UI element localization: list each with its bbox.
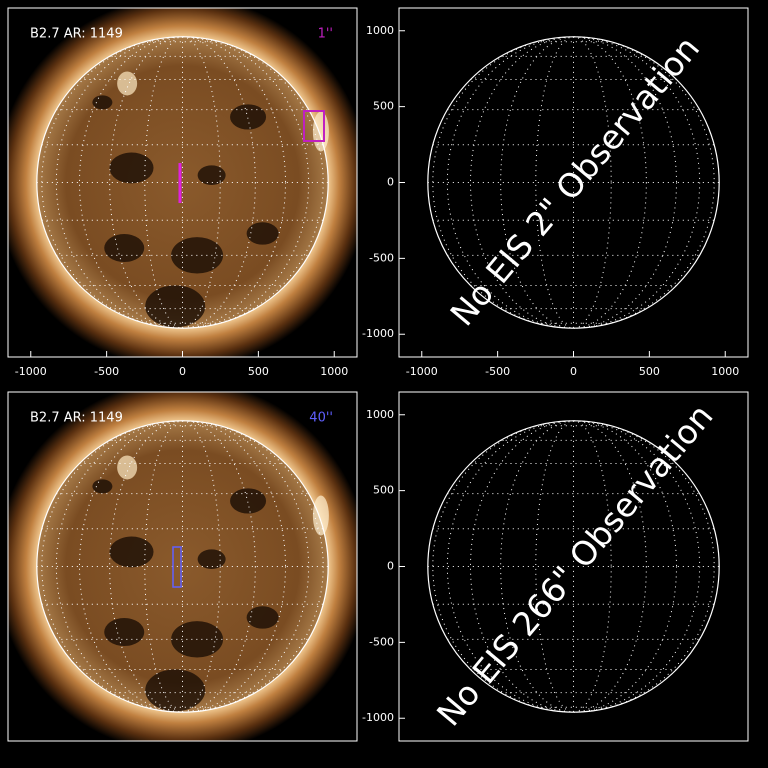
coronal-hole [246, 606, 279, 629]
y-tick-label: -500 [369, 251, 394, 264]
y-tick-label: -1000 [362, 711, 394, 724]
y-tick-label: 0 [387, 176, 394, 189]
coronal-hole [145, 285, 206, 328]
longitude [469, 36, 678, 329]
coronal-hole [109, 536, 154, 568]
plot [427, 420, 720, 713]
plot [8, 392, 357, 741]
coronal-hole [104, 618, 145, 647]
panel: B2.7 AR: 1149 1'' -1000 -500 0 500 1000 [7, 7, 358, 378]
longitude [78, 36, 287, 329]
longitude [500, 420, 647, 713]
x-tick-label: -500 [94, 365, 119, 378]
x-tick-label: 500 [248, 365, 269, 378]
panel-title: B2.7 AR: 1149 [30, 411, 123, 426]
coronal-hole [230, 104, 267, 130]
plot [427, 36, 720, 329]
limb-bright [312, 111, 329, 152]
bright-region [117, 455, 138, 480]
raster-box [303, 110, 325, 142]
coronal-hole [104, 234, 145, 263]
bright-region [117, 71, 138, 96]
y-tick-label: -1000 [362, 327, 394, 340]
longitude [109, 420, 256, 713]
longitude [469, 420, 678, 713]
longitude [55, 420, 310, 713]
y-tick-label: 0 [387, 560, 394, 573]
limb-bright [312, 495, 329, 536]
slit-label: 1'' [318, 27, 333, 42]
x-tick-label: -1000 [15, 365, 47, 378]
longitude [41, 36, 324, 329]
x-tick-label: 1000 [320, 365, 348, 378]
plot [8, 8, 357, 357]
longitude [446, 420, 701, 713]
y-tick-label: 1000 [366, 24, 394, 37]
longitude [41, 420, 324, 713]
panel-title: B2.7 AR: 1149 [30, 27, 123, 42]
coronal-hole [109, 152, 154, 184]
x-tick-label: 500 [639, 365, 660, 378]
axes-box [7, 391, 358, 742]
x-tick-label: 0 [179, 365, 186, 378]
longitude [144, 36, 221, 329]
y-tick-label: 500 [373, 484, 394, 497]
x-tick-label: -500 [485, 365, 510, 378]
x-tick-label: -1000 [406, 365, 438, 378]
longitude [78, 420, 287, 713]
x-tick-label: 1000 [711, 365, 739, 378]
x-tick-label: 0 [570, 365, 577, 378]
longitude [500, 36, 647, 329]
y-tick-label: 500 [373, 100, 394, 113]
longitude [432, 36, 715, 329]
y-tick-label: 1000 [366, 408, 394, 421]
panel: -1000 -500 0 500 1000 No EIS 266" Observation [362, 391, 749, 742]
longitude [55, 36, 310, 329]
panel: -1000 -500 0 500 1000 -1000 -500 0 500 1000 No EIS… [362, 7, 749, 378]
coronal-hole [145, 669, 206, 712]
coronal-hole [197, 165, 226, 186]
coronal-hole [92, 95, 113, 110]
annotation: No EIS 2" Observation [443, 29, 707, 334]
coronal-hole [230, 488, 267, 514]
longitude [446, 36, 701, 329]
slit-label: 40'' [309, 411, 333, 426]
panel: B2.7 AR: 1149 40'' [7, 391, 358, 742]
annotation: No EIS 266" Observation [429, 397, 720, 734]
y-tick-label: -500 [369, 635, 394, 648]
coronal-hole [92, 479, 113, 494]
coronal-hole [246, 222, 279, 245]
longitude [535, 36, 612, 329]
longitude [109, 36, 256, 329]
slit-box [172, 546, 182, 588]
longitude [432, 420, 715, 713]
coronal-hole [197, 549, 226, 570]
